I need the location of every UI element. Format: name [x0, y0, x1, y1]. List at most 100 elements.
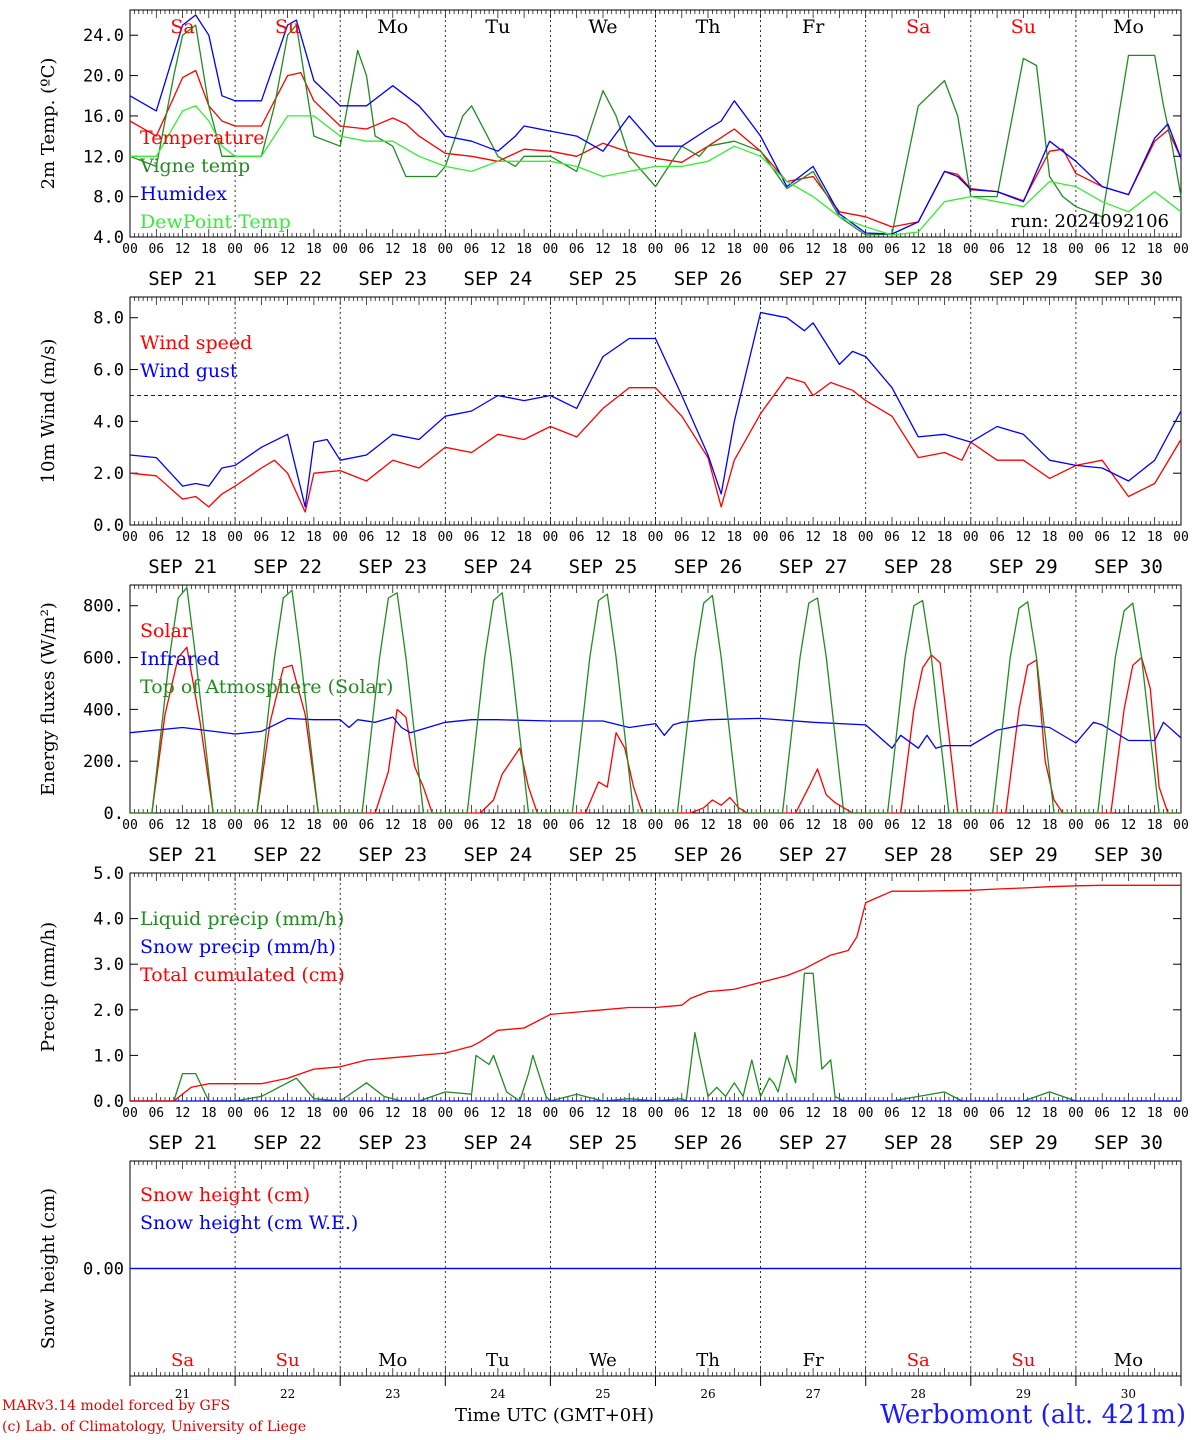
date-label: SEP 30 [1094, 556, 1163, 578]
hour-tick-label: 18 [1042, 1106, 1058, 1121]
weekday-label: Mo [1113, 16, 1144, 38]
hour-tick-label: 12 [1121, 1106, 1137, 1121]
hour-tick-label: 06 [884, 1106, 900, 1121]
date-label: SEP 30 [1094, 268, 1163, 290]
hour-tick-label: 06 [1094, 530, 1110, 545]
date-label: SEP 29 [989, 1132, 1058, 1154]
hour-tick-label: 00 [543, 530, 559, 545]
y-tick-label: 600. [83, 649, 124, 669]
hour-tick-label: 00 [1173, 530, 1189, 545]
hour-tick-label: 00 [753, 818, 769, 833]
hour-tick-label: 12 [280, 242, 296, 257]
weekday-label: Su [1011, 16, 1036, 38]
hour-tick-label: 00 [963, 530, 979, 545]
credit-lab: (c) Lab. of Climatology, University of L… [2, 1419, 307, 1435]
hour-tick-label: 06 [779, 818, 795, 833]
series-line-dewpoint-temp [130, 105, 1182, 236]
date-label: SEP 24 [464, 1132, 533, 1154]
hour-tick-label: 12 [595, 242, 611, 257]
hour-tick-label: 06 [148, 1106, 164, 1121]
date-label: SEP 23 [358, 268, 427, 290]
date-label: SEP 28 [884, 268, 953, 290]
x-axis-title: Time UTC (GMT+0H) [455, 1405, 654, 1426]
hour-tick-label: 06 [884, 242, 900, 257]
hour-tick-label: 18 [201, 242, 217, 257]
series-line-vigne-temp [129, 24, 1182, 236]
hour-tick-label: 06 [884, 530, 900, 545]
panel-frame [129, 584, 1182, 814]
hour-tick-label: 18 [201, 818, 217, 833]
day-of-month-label: 26 [700, 1387, 715, 1401]
hour-tick-label: 06 [1094, 1106, 1110, 1121]
hour-tick-label: 12 [175, 530, 191, 545]
y-tick-label: 2.0 [93, 464, 124, 484]
date-label: SEP 23 [358, 556, 427, 578]
hour-tick-label: 00 [437, 530, 453, 545]
hour-tick-label: 00 [437, 818, 453, 833]
hour-tick-label: 12 [910, 1106, 926, 1121]
hour-tick-label: 18 [306, 242, 322, 257]
hour-tick-label: 12 [1016, 1106, 1032, 1121]
weekday-label: Mo [377, 16, 408, 38]
legend-entry: Liquid precip (mm/h) [140, 908, 344, 930]
hour-tick-label: 12 [700, 1106, 716, 1121]
weekday-label: Th [696, 1350, 720, 1371]
y-tick-label: 0.0 [93, 516, 124, 536]
hour-tick-label: 00 [1173, 242, 1189, 257]
y-tick-label: 2.0 [93, 1001, 124, 1021]
hour-tick-label: 06 [254, 1106, 270, 1121]
y-tick-label: 4.0 [93, 412, 124, 432]
hour-tick-label: 00 [648, 242, 664, 257]
y-tick-label: 200. [83, 752, 124, 772]
date-label: SEP 21 [148, 1132, 217, 1154]
hour-tick-label: 12 [805, 530, 821, 545]
hour-tick-label: 00 [753, 1106, 769, 1121]
hour-tick-label: 12 [595, 1106, 611, 1121]
hour-tick-label: 00 [227, 530, 243, 545]
hour-tick-label: 18 [726, 1106, 742, 1121]
weekday-label: Fr [803, 1350, 824, 1371]
hour-ticks [129, 585, 1182, 813]
date-label: SEP 23 [358, 1132, 427, 1154]
date-label: SEP 25 [569, 1132, 638, 1154]
day-of-month-label: 23 [385, 1387, 400, 1401]
date-label: SEP 27 [779, 1132, 848, 1154]
date-label: SEP 26 [674, 844, 743, 866]
hour-tick-label: 18 [726, 242, 742, 257]
hour-tick-label: 06 [148, 530, 164, 545]
date-label: SEP 27 [779, 556, 848, 578]
legend-entry: Humidex [140, 183, 227, 205]
date-label: SEP 25 [569, 268, 638, 290]
hour-tick-label: 12 [595, 818, 611, 833]
hour-tick-label: 00 [122, 530, 138, 545]
series-line-liquid-precip-mm-h- [130, 972, 1181, 1102]
hour-tick-label: 06 [359, 242, 375, 257]
date-label: SEP 24 [464, 268, 533, 290]
hour-tick-label: 18 [726, 530, 742, 545]
hour-tick-label: 06 [254, 242, 270, 257]
day-of-month-label: 25 [595, 1387, 610, 1401]
hour-tick-label: 12 [280, 1106, 296, 1121]
hour-tick-label: 06 [989, 1106, 1005, 1121]
date-label: SEP 30 [1094, 1132, 1163, 1154]
hour-tick-label: 18 [516, 530, 532, 545]
hour-tick-label: 00 [1068, 530, 1084, 545]
hour-tick-label: 00 [437, 1106, 453, 1121]
weekday-label: Th [696, 16, 721, 38]
hour-tick-label: 00 [227, 242, 243, 257]
hour-tick-label: 06 [569, 242, 585, 257]
hour-tick-label: 00 [543, 1106, 559, 1121]
hour-tick-label: 06 [148, 242, 164, 257]
weekday-label: Tu [486, 1350, 510, 1371]
date-label: SEP 21 [148, 556, 217, 578]
legend-entry: Snow precip (mm/h) [140, 936, 336, 958]
hour-tick-label: 12 [700, 818, 716, 833]
panel-3 [129, 584, 1182, 814]
legend-entry: Vigne temp [139, 155, 250, 177]
hour-tick-label: 00 [437, 242, 453, 257]
y-tick-label: 3.0 [93, 955, 124, 975]
date-label: SEP 22 [253, 556, 322, 578]
date-label: SEP 27 [779, 268, 848, 290]
hour-tick-label: 06 [359, 818, 375, 833]
